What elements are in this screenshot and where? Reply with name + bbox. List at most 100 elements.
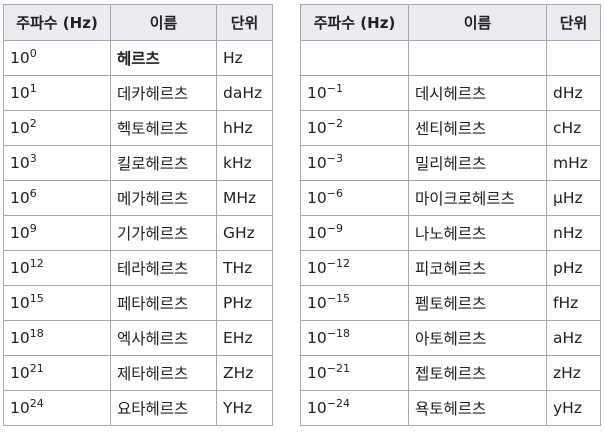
positive-frequency-cell: 102 xyxy=(3,110,111,146)
power-base: 10 xyxy=(10,259,30,277)
power-base: 10 xyxy=(10,364,30,382)
prefix-name: 킬로헤르츠 xyxy=(110,145,217,181)
power-exponent: −3 xyxy=(326,152,343,165)
power-base: 10 xyxy=(307,259,327,277)
table-row: 101 데카헤르츠 daHz 10−1 데시헤르츠 dHz xyxy=(3,75,601,111)
unit-symbol: daHz xyxy=(216,75,273,111)
column-separator xyxy=(272,320,301,356)
column-separator xyxy=(272,40,301,76)
table-row: 1012 테라헤르츠 THz 10−12 피코헤르츠 pHz xyxy=(3,250,601,286)
header-name-negative: 이름 xyxy=(408,4,547,41)
power-exponent: 3 xyxy=(29,152,37,165)
header-row: 주파수 (Hz) 이름 단위 주파수 (Hz) 이름 단위 xyxy=(3,4,601,41)
negative-frequency-cell: 10−2 xyxy=(300,110,409,146)
prefix-name: 헥토헤르츠 xyxy=(110,110,217,146)
positive-frequency-cell: 1015 xyxy=(3,285,111,321)
prefix-name-negative: 나노헤르츠 xyxy=(408,215,547,251)
positive-frequency-cell: 1021 xyxy=(3,355,111,391)
power-exponent: −18 xyxy=(326,327,350,340)
power-exponent: 2 xyxy=(29,117,37,130)
table-row: 100 헤르츠 Hz xyxy=(3,40,601,76)
table-row: 1021 제타헤르츠 ZHz 10−21 젭토헤르츠 zHz xyxy=(3,355,601,391)
power-base: 10 xyxy=(10,49,30,67)
unit-symbol: ZHz xyxy=(216,355,273,391)
positive-frequency-cell: 1024 xyxy=(3,390,111,426)
table-row: 1015 페타헤르츠 PHz 10−15 펨토헤르츠 fHz xyxy=(3,285,601,321)
unit-symbol: PHz xyxy=(216,285,273,321)
power-base: 10 xyxy=(307,189,327,207)
header-frequency-negative: 주파수 (Hz) xyxy=(300,4,409,41)
negative-frequency-cell: 10−18 xyxy=(300,320,409,356)
table-row: 106 메가헤르츠 MHz 10−6 마이크로헤르츠 µHz xyxy=(3,180,601,216)
column-separator xyxy=(272,145,301,181)
prefix-name-negative: 아토헤르츠 xyxy=(408,320,547,356)
column-separator xyxy=(272,215,301,251)
power-exponent: 12 xyxy=(29,257,44,270)
prefix-name: 헤르츠 xyxy=(110,40,217,76)
power-base: 10 xyxy=(307,329,327,347)
unit-symbol: EHz xyxy=(216,320,273,356)
negative-frequency-cell: 10−15 xyxy=(300,285,409,321)
header-frequency: 주파수 (Hz) xyxy=(3,4,111,41)
power-base: 10 xyxy=(10,294,30,312)
prefix-name: 테라헤르츠 xyxy=(110,250,217,286)
prefix-name-negative xyxy=(408,40,547,76)
unit-symbol-negative: yHz xyxy=(546,390,601,426)
unit-symbol-negative xyxy=(546,40,601,76)
positive-frequency-cell: 1018 xyxy=(3,320,111,356)
positive-frequency-cell: 100 xyxy=(3,40,111,76)
unit-symbol-negative: pHz xyxy=(546,250,601,286)
prefix-name-negative: 젭토헤르츠 xyxy=(408,355,547,391)
power-base: 10 xyxy=(10,399,30,417)
power-exponent: −12 xyxy=(326,257,350,270)
power-base: 10 xyxy=(10,119,30,137)
si-prefix-table: 주파수 (Hz) 이름 단위 주파수 (Hz) 이름 단위 100 헤르츠 Hz 10… xyxy=(3,4,601,426)
power-base: 10 xyxy=(10,224,30,242)
prefix-name-negative: 펨토헤르츠 xyxy=(408,285,547,321)
table-row: 1024 요타헤르츠 YHz 10−24 욕토헤르츠 yHz xyxy=(3,390,601,426)
power-exponent: −2 xyxy=(326,117,343,130)
power-base: 10 xyxy=(307,399,327,417)
power-base: 10 xyxy=(10,154,30,172)
unit-symbol: THz xyxy=(216,250,273,286)
power-exponent: −24 xyxy=(326,397,350,410)
power-exponent: −15 xyxy=(326,292,350,305)
prefix-name: 메가헤르츠 xyxy=(110,180,217,216)
power-base: 10 xyxy=(307,224,327,242)
negative-frequency-cell: 10−9 xyxy=(300,215,409,251)
power-base: 10 xyxy=(10,189,30,207)
negative-frequency-cell xyxy=(300,40,409,76)
unit-symbol: YHz xyxy=(216,390,273,426)
prefix-name: 요타헤르츠 xyxy=(110,390,217,426)
power-exponent: −6 xyxy=(326,187,343,200)
positive-frequency-cell: 101 xyxy=(3,75,111,111)
negative-frequency-cell: 10−24 xyxy=(300,390,409,426)
power-base: 10 xyxy=(307,119,327,137)
prefix-name-negative: 욕토헤르츠 xyxy=(408,390,547,426)
prefix-name-negative: 밀리헤르츠 xyxy=(408,145,547,181)
power-base: 10 xyxy=(307,84,327,102)
power-exponent: −1 xyxy=(326,82,343,95)
unit-symbol: hHz xyxy=(216,110,273,146)
prefix-name: 페타헤르츠 xyxy=(110,285,217,321)
unit-symbol-negative: aHz xyxy=(546,320,601,356)
table-row: 103 킬로헤르츠 kHz 10−3 밀리헤르츠 mHz xyxy=(3,145,601,181)
negative-frequency-cell: 10−1 xyxy=(300,75,409,111)
column-separator xyxy=(272,4,301,41)
power-base: 10 xyxy=(10,329,30,347)
negative-frequency-cell: 10−6 xyxy=(300,180,409,216)
negative-frequency-cell: 10−3 xyxy=(300,145,409,181)
prefix-name-negative: 피코헤르츠 xyxy=(408,250,547,286)
unit-symbol-negative: µHz xyxy=(546,180,601,216)
negative-frequency-cell: 10−21 xyxy=(300,355,409,391)
prefix-name: 데카헤르츠 xyxy=(110,75,217,111)
column-separator xyxy=(272,355,301,391)
table-row: 109 기가헤르츠 GHz 10−9 나노헤르츠 nHz xyxy=(3,215,601,251)
column-separator xyxy=(272,110,301,146)
prefix-name-negative: 센티헤르츠 xyxy=(408,110,547,146)
power-exponent: 9 xyxy=(29,222,37,235)
power-exponent: −21 xyxy=(326,362,350,375)
power-exponent: 0 xyxy=(29,47,37,60)
unit-symbol-negative: cHz xyxy=(546,110,601,146)
column-separator xyxy=(272,390,301,426)
